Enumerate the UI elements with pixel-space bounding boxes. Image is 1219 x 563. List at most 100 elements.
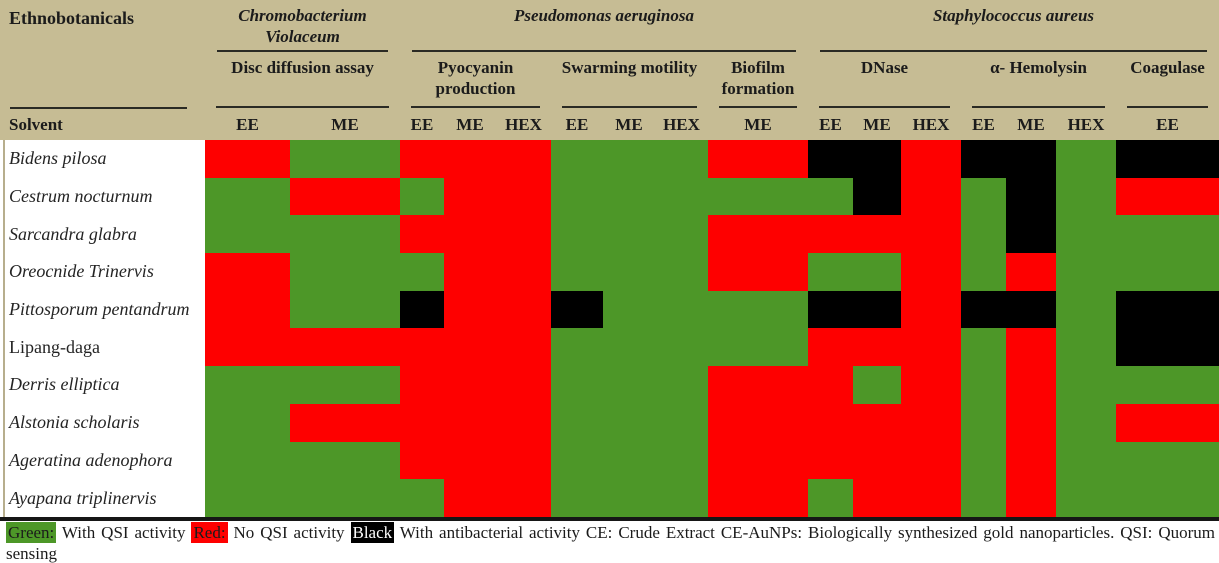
- matrix-cell-red: [901, 403, 961, 442]
- matrix-cell-green: [655, 253, 708, 291]
- matrix-cell-green: [290, 290, 400, 329]
- matrix-cell-black: [808, 140, 853, 178]
- matrix-cell-red: [205, 253, 290, 291]
- matrix-cell-green: [655, 479, 708, 517]
- matrix-cell-red: [808, 215, 853, 254]
- matrix-cell-green: [1116, 253, 1219, 291]
- matrix-cell-green: [603, 253, 655, 291]
- matrix-cell-green: [1056, 140, 1116, 178]
- matrix-cell-green: [961, 441, 1006, 480]
- matrix-cell-red: [444, 177, 496, 216]
- matrix-cell-green: [1056, 253, 1116, 291]
- matrix-cell-green: [603, 403, 655, 442]
- matrix-cell-red: [901, 140, 961, 178]
- matrix-cell-red: [808, 441, 853, 480]
- assay-header: Biofilm formation: [708, 52, 808, 109]
- matrix-cell-green: [603, 479, 655, 517]
- matrix-cell-red: [496, 215, 551, 254]
- assay-header: Pyocyanin production: [400, 52, 551, 109]
- matrix-cell-red: [708, 479, 808, 517]
- matrix-cell-green: [808, 479, 853, 517]
- matrix-cell-green: [205, 441, 290, 480]
- matrix-cell-green: [551, 403, 603, 442]
- matrix-cell-green: [290, 366, 400, 404]
- table-body: Bidens pilosa Cestrum nocturnum Sarcandra …: [0, 140, 1219, 517]
- matrix-cell-red: [290, 328, 400, 367]
- matrix-cell-red: [444, 215, 496, 254]
- matrix-cell-green: [205, 177, 290, 216]
- matrix-cell-red: [205, 328, 290, 367]
- matrix-cell-black: [1006, 177, 1056, 216]
- row-label: Alstonia scholaris: [0, 403, 205, 442]
- organism-header: Chromobacterium Violaceum: [205, 0, 400, 52]
- matrix-cell-red: [290, 177, 400, 216]
- matrix-cell-green: [603, 215, 655, 254]
- matrix-cell-red: [808, 403, 853, 442]
- matrix-cell-red: [496, 403, 551, 442]
- matrix-cell-green: [961, 479, 1006, 517]
- matrix-cell-red: [496, 177, 551, 216]
- matrix-cell-green: [551, 253, 603, 291]
- matrix-cell-green: [603, 441, 655, 480]
- row-label: Pittosporum pentandrum: [0, 290, 205, 329]
- matrix-cell-red: [400, 328, 444, 367]
- legend-text: With QSI activity: [56, 523, 192, 542]
- legend-swatch-green: Green:: [6, 522, 57, 543]
- matrix-cell-red: [400, 215, 444, 254]
- matrix-cell-red: [205, 290, 290, 329]
- matrix-cell-green: [1056, 479, 1116, 517]
- matrix-cell-green: [853, 253, 901, 291]
- organism-underline: [217, 50, 388, 52]
- matrix-cell-red: [496, 328, 551, 367]
- solvent-header: ME: [1017, 114, 1045, 134]
- matrix-cell-green: [961, 177, 1006, 216]
- matrix-cell-red: [708, 403, 808, 442]
- matrix-cell-green: [1056, 366, 1116, 404]
- matrix-cell-red: [708, 140, 808, 178]
- matrix-cell-red: [400, 403, 444, 442]
- matrix-cell-green: [290, 215, 400, 254]
- matrix-cell-black: [853, 140, 901, 178]
- legend-swatch-red: Red:: [191, 522, 228, 543]
- corner-header-bottom: Solvent: [0, 107, 205, 140]
- matrix-cell-black: [1006, 215, 1056, 254]
- legend-swatch-black: Black: [350, 522, 395, 543]
- solvent-header: HEX: [912, 114, 950, 134]
- legend-line-1: Green: With QSI activity Red: No QSI act…: [6, 522, 1215, 563]
- matrix-cell-red: [1116, 403, 1219, 442]
- matrix-cell-green: [205, 366, 290, 404]
- organism-header: Pseudomonas aeruginosa: [400, 0, 808, 52]
- row-label: Cestrum nocturnum: [0, 177, 205, 216]
- matrix-cell-green: [603, 140, 655, 178]
- corner-header-cell: Ethnobotanicals Solvent: [0, 0, 205, 140]
- matrix-cell-green: [655, 177, 708, 216]
- matrix-cell-red: [400, 366, 444, 404]
- assay-header: Coagulase: [1116, 52, 1219, 109]
- matrix-cell-green: [808, 253, 853, 291]
- matrix-cell-red: [708, 215, 808, 254]
- matrix-cell-green: [655, 366, 708, 404]
- matrix-cell-red: [901, 441, 961, 480]
- matrix-cell-red: [290, 403, 400, 442]
- matrix-cell-black: [1116, 328, 1219, 367]
- solvent-header: EE: [236, 114, 259, 134]
- row-label: Derris elliptica: [0, 366, 205, 404]
- matrix-cell-black: [1116, 140, 1219, 178]
- matrix-cell-red: [1006, 441, 1056, 480]
- matrix-cell-red: [1006, 479, 1056, 517]
- divider-line: [10, 107, 187, 109]
- matrix-cell-red: [708, 441, 808, 480]
- matrix-cell-red: [853, 215, 901, 254]
- matrix-cell-red: [1006, 253, 1056, 291]
- row-label: Bidens pilosa: [0, 140, 205, 178]
- matrix-cell-red: [901, 177, 961, 216]
- matrix-cell-red: [444, 479, 496, 517]
- label-column-border-line: [3, 140, 5, 517]
- matrix-cell-red: [496, 290, 551, 329]
- matrix-cell-black: [853, 290, 901, 329]
- matrix-cell-green: [1056, 177, 1116, 216]
- matrix-cell-green: [290, 140, 400, 178]
- matrix-cell-green: [1116, 215, 1219, 254]
- matrix-cell-green: [1056, 215, 1116, 254]
- matrix-cell-black: [1116, 290, 1219, 329]
